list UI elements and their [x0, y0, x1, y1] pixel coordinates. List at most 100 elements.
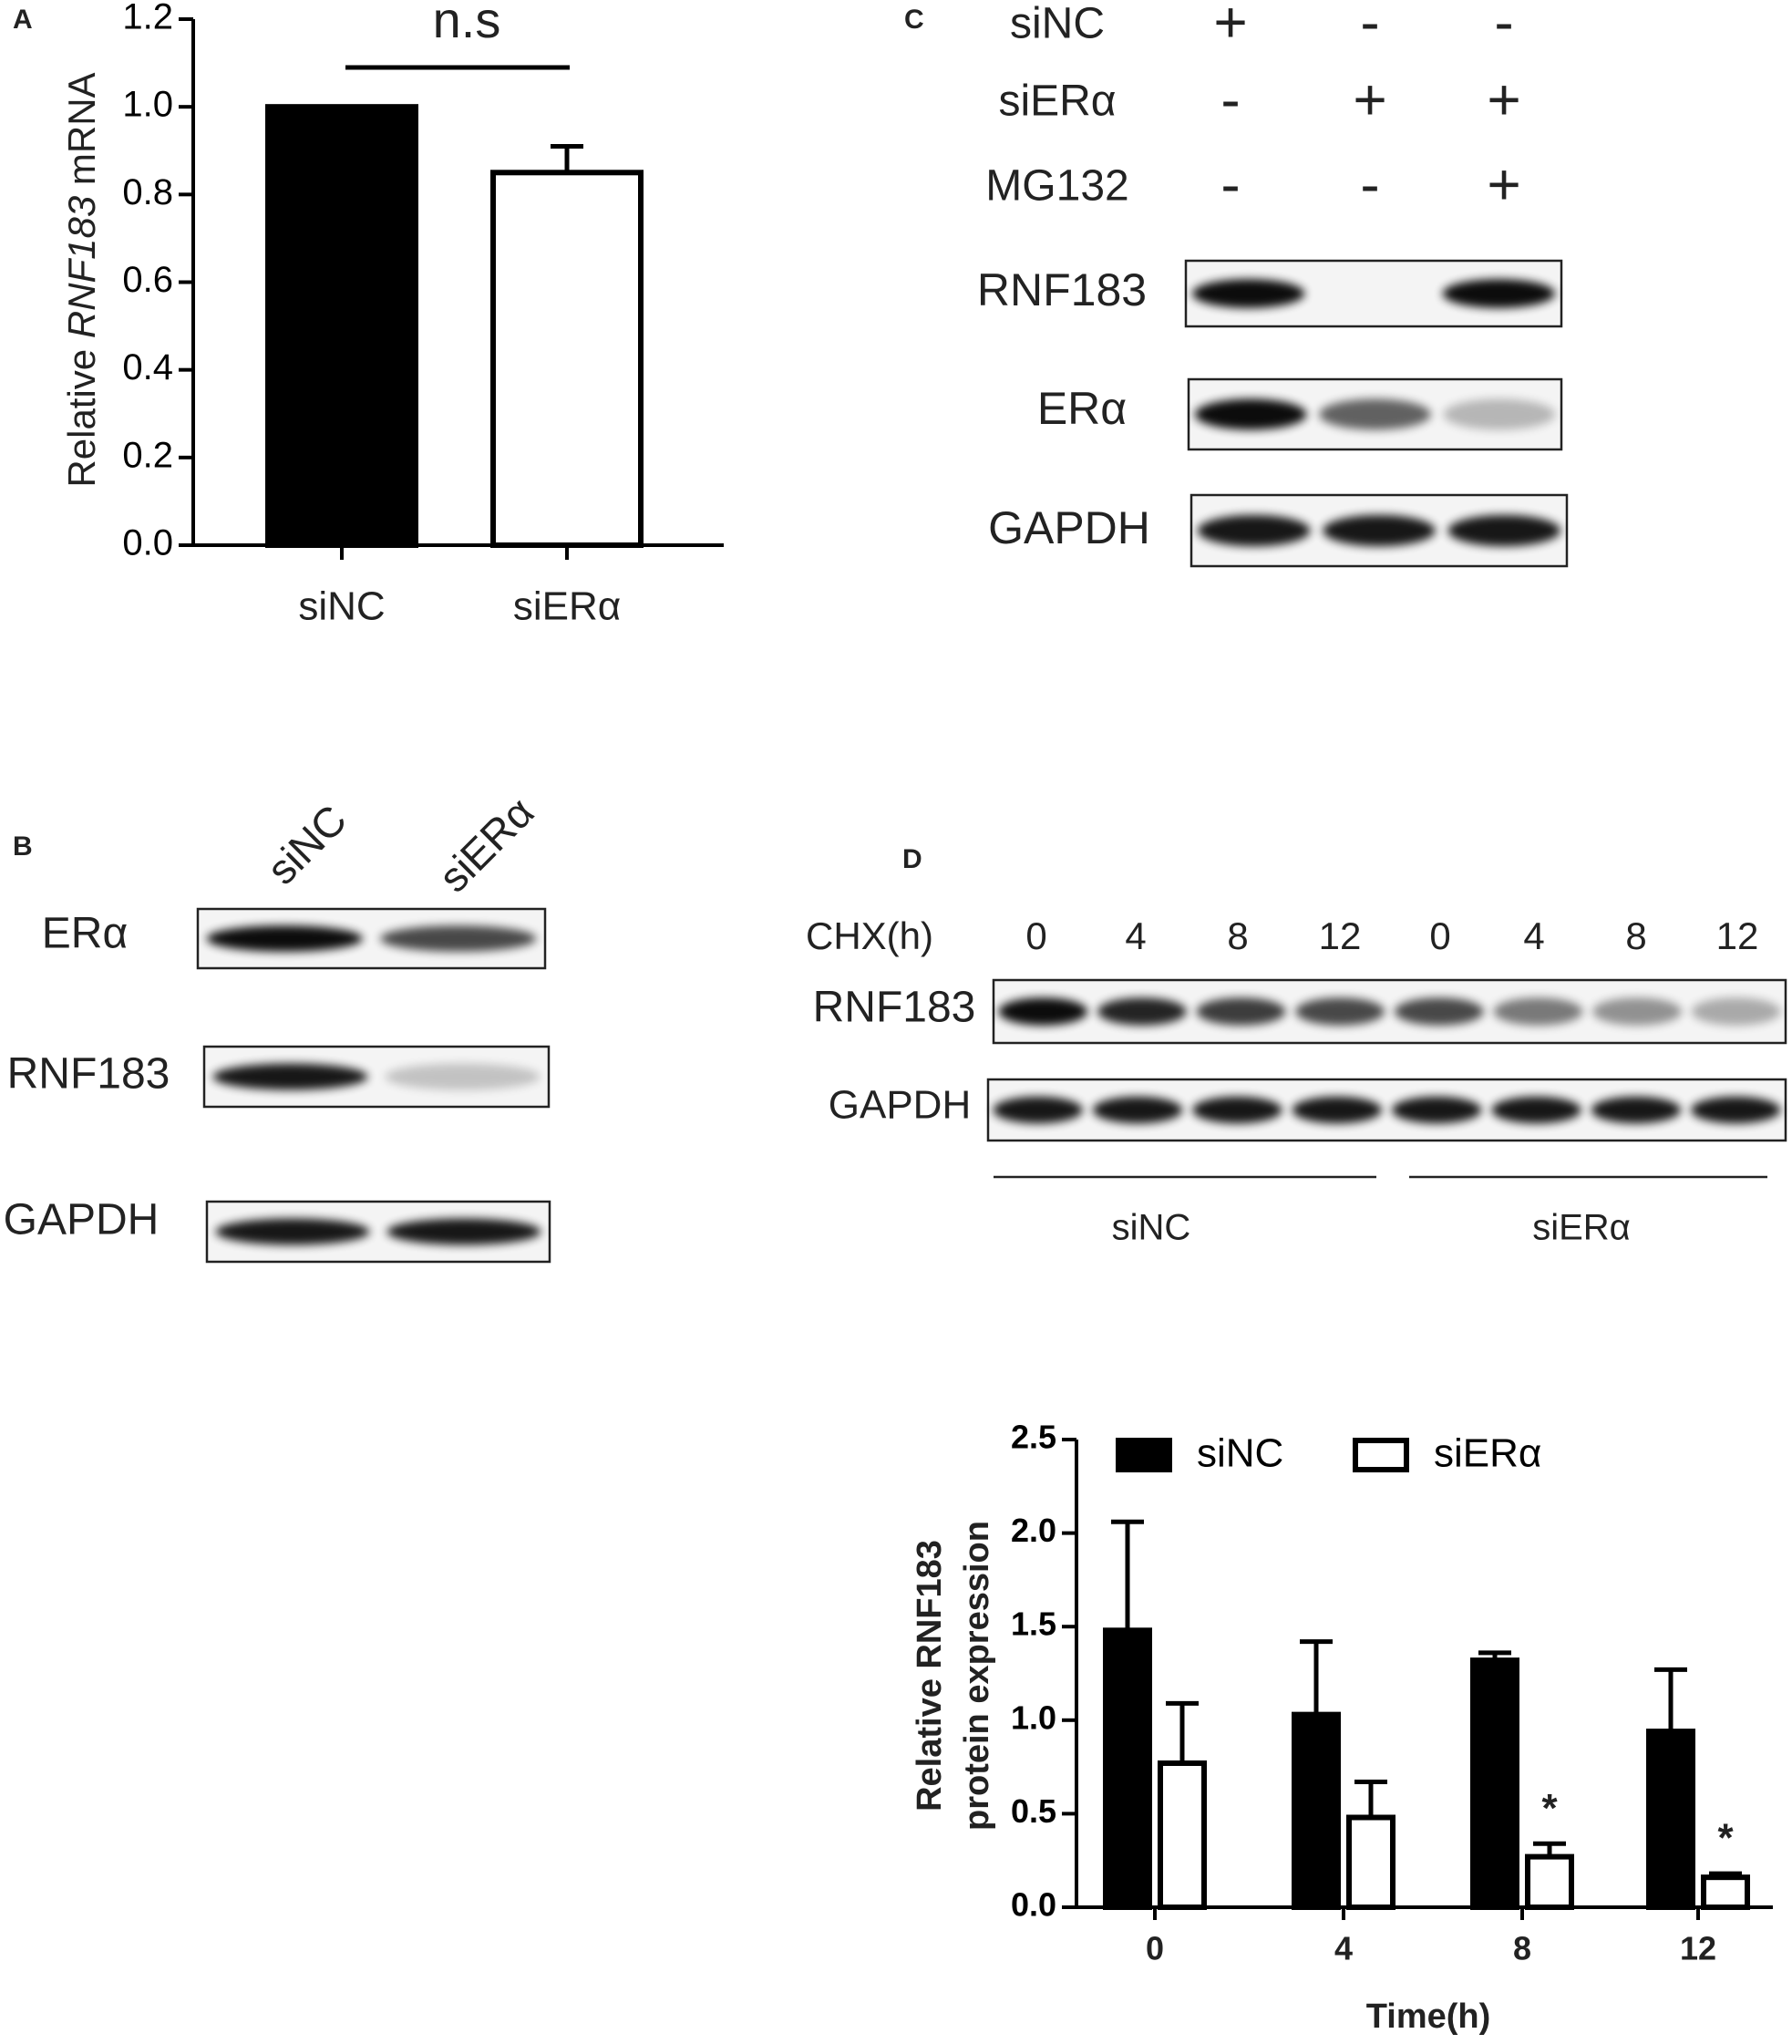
condition-sign: + [1353, 67, 1386, 132]
condition-sign: + [1487, 67, 1520, 132]
error-bar [1354, 1780, 1387, 1818]
band [386, 1218, 541, 1245]
y-axis-label: Relative RNF183 [911, 1540, 949, 1812]
y-tick-label: 2.0 [1011, 1512, 1056, 1549]
band [1591, 1096, 1682, 1124]
band [1592, 997, 1682, 1026]
band [1323, 514, 1436, 547]
condition-sign: - [1360, 151, 1379, 217]
band [1092, 1096, 1183, 1124]
band [1442, 279, 1556, 308]
lane-label: 8 [1227, 914, 1248, 957]
y-tick-label: 1.5 [1011, 1605, 1056, 1643]
legend-label: siNC [1197, 1431, 1283, 1476]
y-axis-label-part: Relative [60, 338, 103, 487]
y-tick-label: 0.4 [122, 347, 173, 387]
significance-label: * [1717, 1816, 1734, 1861]
blot-label: ERα [1037, 383, 1127, 434]
bar [265, 104, 418, 549]
band [1192, 1096, 1282, 1124]
y-axis-label: Relative RNF183 mRNA [60, 72, 103, 487]
lane-label: siNC [258, 796, 355, 893]
error-bar [1111, 1519, 1144, 1631]
y-tick-label: 0.0 [1011, 1886, 1056, 1924]
y-tick-label: 1.0 [122, 85, 173, 125]
lane-label: 0 [1429, 914, 1450, 957]
bar [1525, 1853, 1574, 1910]
band [380, 925, 537, 952]
band [1493, 997, 1583, 1026]
bar [490, 170, 644, 549]
legend-swatch [1353, 1438, 1409, 1472]
blot-label: GAPDH [829, 1083, 971, 1128]
blot-label: GAPDH [988, 502, 1150, 553]
condition-sign: - [1220, 67, 1240, 132]
y-tick-label: 0.0 [122, 523, 173, 563]
band [1191, 279, 1305, 308]
band [212, 1063, 368, 1090]
x-tick-label: 4 [1334, 1930, 1353, 1967]
blot-label: RNF183 [7, 1050, 170, 1099]
bar [1292, 1711, 1341, 1911]
x-tick-label: siERα [513, 584, 621, 629]
panel-label: A [13, 5, 33, 35]
band [1391, 1096, 1482, 1124]
blot-label: RNF183 [977, 264, 1147, 315]
x-axis-label: Time(h) [1366, 1998, 1491, 2036]
panel-label: C [904, 5, 924, 35]
legend-label: siERα [1434, 1431, 1541, 1476]
y-tick-label: 2.5 [1011, 1419, 1056, 1456]
lane-label: 12 [1716, 914, 1759, 957]
error-bar [1166, 1700, 1199, 1763]
y-axis-label-part: mRNA [60, 72, 103, 195]
band [1194, 398, 1307, 430]
lane-label: siERα [429, 788, 542, 901]
band [1196, 997, 1286, 1026]
condition-sign: + [1487, 151, 1520, 217]
band [215, 1218, 370, 1245]
band [1097, 997, 1187, 1026]
bar [1646, 1729, 1695, 1911]
condition-sign: - [1494, 0, 1513, 55]
significance-label: * [1541, 1786, 1558, 1831]
error-bar [551, 143, 583, 173]
lane-label: 4 [1523, 914, 1544, 957]
bar [1158, 1760, 1207, 1910]
bar [1103, 1627, 1152, 1910]
y-tick-label: 1.2 [122, 0, 173, 37]
x-tick-label: siNC [298, 584, 385, 629]
panel-label: B [13, 831, 33, 862]
condition-sign: - [1220, 151, 1240, 217]
band [385, 1063, 541, 1090]
y-axis-label: protein expression [958, 1521, 996, 1831]
y-tick-label: 0.5 [1011, 1792, 1056, 1830]
band [206, 925, 363, 952]
x-tick-label: 0 [1146, 1930, 1164, 1967]
band [1691, 997, 1781, 1026]
lane-label: 12 [1319, 914, 1362, 957]
condition-label: siNC [1010, 0, 1105, 48]
y-tick-label: 1.0 [1011, 1698, 1056, 1736]
y-tick-label: 0.2 [122, 435, 173, 475]
lane-label: 4 [1125, 914, 1146, 957]
condition-label: MG132 [985, 162, 1128, 211]
blot-label: ERα [42, 910, 128, 958]
condition-sign: - [1360, 0, 1379, 55]
bar [1701, 1874, 1750, 1910]
band [998, 997, 1088, 1026]
band [1292, 1096, 1383, 1124]
blot-label: GAPDH [4, 1196, 160, 1244]
group-label: siNC [1112, 1208, 1191, 1248]
y-axis-label-part: RNF183 [60, 196, 103, 338]
band [1394, 997, 1484, 1026]
y-tick-label: 0.6 [122, 260, 173, 300]
band [1443, 398, 1556, 430]
group-label: siERα [1532, 1208, 1631, 1248]
band [1691, 1096, 1781, 1124]
band [1197, 514, 1311, 547]
bar [1470, 1657, 1519, 1910]
lane-label: 8 [1625, 914, 1646, 957]
band [993, 1096, 1083, 1124]
